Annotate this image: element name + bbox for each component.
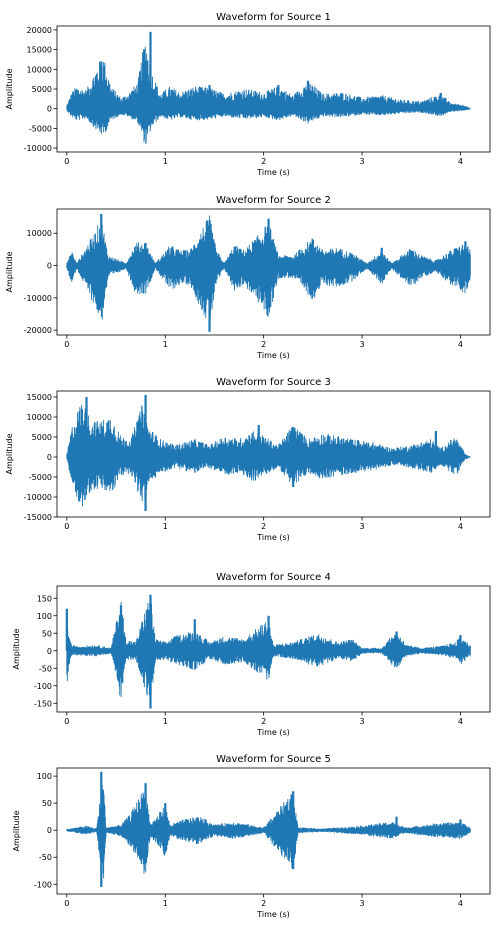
- waveform-series: [66, 405, 471, 507]
- plot-frame: [56, 585, 491, 713]
- y-tick-label: 100: [37, 612, 52, 621]
- chart-1: Waveform for Source 1 0 1 2 3 4 -10000 -5000 0 50…: [5, 12, 491, 177]
- y-tick-label: 15000: [27, 393, 52, 402]
- y-tick-label: -50: [39, 664, 52, 673]
- x-tick-label: 0: [64, 522, 69, 531]
- y-tick-label: -10000: [24, 144, 52, 153]
- y-tick-label: 20000: [27, 26, 52, 35]
- y-tick-label: -5000: [29, 124, 52, 133]
- x-tick-label: 1: [163, 899, 168, 908]
- x-tick-label: 3: [360, 899, 365, 908]
- chart-title: Waveform for Source 5: [216, 754, 331, 765]
- x-tick-label: 3: [360, 717, 365, 726]
- y-tick-label: 15000: [27, 46, 52, 55]
- y-axis-label: Amplitude: [5, 68, 14, 109]
- chart-title: Waveform for Source 2: [216, 195, 331, 206]
- x-tick-label: 0: [64, 340, 69, 349]
- y-axis-label: Amplitude: [12, 810, 21, 851]
- y-tick-label: 50: [42, 629, 52, 638]
- y-tick-label: 0: [47, 105, 52, 114]
- chart-5: Waveform for Source 5 0 1 2 3 4 -100 -50 0 50 100 T…: [12, 754, 491, 919]
- y-tick-label: -10000: [24, 294, 52, 303]
- y-tick-label: 5000: [32, 85, 52, 94]
- y-tick-label: 10000: [27, 413, 52, 422]
- chart-3: Waveform for Source 3 0 1 2 3 4 -15000 -10000 -5…: [5, 377, 491, 542]
- x-tick-label: 4: [458, 717, 463, 726]
- chart-2: Waveform for Source 2 0 1 2 3 4 -20000 -10000 0 1…: [5, 195, 491, 360]
- y-tick-label: -150: [34, 699, 52, 708]
- x-tick-label: 1: [163, 522, 168, 531]
- y-tick-label: -15000: [24, 513, 52, 522]
- y-tick-label: 0: [47, 453, 52, 462]
- y-tick-label: -50: [39, 853, 52, 862]
- x-tick-label: 3: [360, 340, 365, 349]
- chart-title: Waveform for Source 1: [216, 12, 331, 23]
- x-axis-label: Time (s): [256, 533, 290, 542]
- waveform-series: [66, 785, 471, 879]
- y-tick-label: 50: [42, 799, 52, 808]
- plot-frame: [56, 208, 491, 336]
- x-tick-label: 1: [163, 717, 168, 726]
- x-tick-label: 4: [458, 899, 463, 908]
- y-axis-label: Amplitude: [12, 628, 21, 669]
- y-tick-label: 10000: [27, 229, 52, 238]
- y-tick-label: -10000: [24, 493, 52, 502]
- x-axis-label: Time (s): [256, 728, 290, 737]
- y-tick-label: -100: [34, 682, 52, 691]
- x-tick-label: 0: [64, 157, 69, 166]
- y-tick-label: 0: [47, 647, 52, 656]
- y-tick-label: 10000: [27, 65, 52, 74]
- y-tick-label: 100: [37, 772, 52, 781]
- y-axis-label: Amplitude: [5, 433, 14, 474]
- x-axis-label: Time (s): [256, 910, 290, 919]
- y-tick-label: 0: [47, 826, 52, 835]
- x-tick-label: 4: [458, 340, 463, 349]
- y-tick-label: -20000: [24, 326, 52, 335]
- x-tick-label: 3: [360, 522, 365, 531]
- y-tick-label: 0: [47, 262, 52, 271]
- x-tick-label: 2: [261, 522, 266, 531]
- chart-title: Waveform for Source 3: [216, 377, 331, 388]
- x-tick-label: 0: [64, 899, 69, 908]
- y-tick-label: -100: [34, 880, 52, 889]
- y-axis-label: Amplitude: [5, 251, 14, 292]
- x-tick-label: 1: [163, 340, 168, 349]
- x-tick-label: 2: [261, 717, 266, 726]
- x-axis-label: Time (s): [256, 351, 290, 360]
- x-tick-label: 2: [261, 899, 266, 908]
- x-tick-label: 2: [261, 157, 266, 166]
- x-tick-label: 4: [458, 522, 463, 531]
- x-axis-label: Time (s): [256, 168, 290, 177]
- y-tick-label: 150: [37, 594, 52, 603]
- y-tick-label: -5000: [29, 473, 52, 482]
- plot-frame: [56, 767, 491, 895]
- waveform-series: [66, 46, 471, 144]
- chart-4: Waveform for Source 4 0 1 2 3 4 -150 -100 -50 0 50…: [12, 572, 491, 737]
- x-tick-label: 1: [163, 157, 168, 166]
- x-tick-label: 2: [261, 340, 266, 349]
- y-tick-label: 5000: [32, 433, 52, 442]
- chart-title: Waveform for Source 4: [216, 572, 331, 583]
- x-tick-label: 3: [360, 157, 365, 166]
- plot-frame: [56, 390, 491, 518]
- x-tick-label: 4: [458, 157, 463, 166]
- x-tick-label: 0: [64, 717, 69, 726]
